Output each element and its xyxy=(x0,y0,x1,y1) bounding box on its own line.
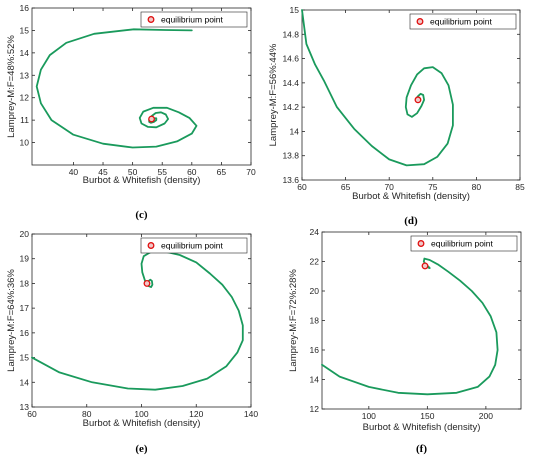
y-tick-label: 15 xyxy=(20,353,30,363)
y-tick-label: 14 xyxy=(20,377,30,387)
y-tick-label: 11 xyxy=(20,115,29,125)
trajectory-line xyxy=(321,257,499,396)
y-tick-label: 12 xyxy=(20,93,30,103)
y-tick-label: 16 xyxy=(20,3,30,13)
y-tick-label: 13.6 xyxy=(282,175,299,185)
x-tick-label: 70 xyxy=(384,182,394,192)
trajectory-line xyxy=(301,9,454,167)
y-tick-label: 16 xyxy=(310,345,320,355)
y-tick-label: 13.8 xyxy=(282,151,299,161)
y-tick-label: 20 xyxy=(310,286,320,296)
legend-box xyxy=(140,11,248,28)
x-tick-label: 60 xyxy=(297,182,307,192)
y-tick-label: 14 xyxy=(20,48,30,58)
x-tick-label: 75 xyxy=(428,182,438,192)
x-axis-label: Burbot & Whitefish (density) xyxy=(363,422,481,433)
y-tick-label: 10 xyxy=(20,138,30,148)
legend-box xyxy=(410,235,518,252)
y-tick-label: 12 xyxy=(310,404,320,414)
x-tick-label: 70 xyxy=(246,167,256,177)
x-axis-label: Burbot & Whitefish (density) xyxy=(83,175,201,186)
x-tick-label: 55 xyxy=(157,167,167,177)
x-tick-label: 50 xyxy=(128,167,138,177)
y-tick-label: 22 xyxy=(310,257,320,267)
legend-marker xyxy=(147,242,155,249)
x-tick-label: 40 xyxy=(69,167,79,177)
chart-panel-e: 60 80 100 120 140 13 14 15 16 17 18 19 20 equilibrium… xyxy=(6,229,258,455)
y-tick-label: 14 xyxy=(310,375,320,385)
x-tick-label: 140 xyxy=(244,409,258,419)
y-tick-label: 20 xyxy=(20,229,30,239)
x-tick-label: 85 xyxy=(515,182,525,192)
x-tick-label: 150 xyxy=(420,411,434,421)
x-axis-label: Burbot & Whitefish (density) xyxy=(352,191,470,202)
plot-area xyxy=(301,9,521,181)
legend-box xyxy=(409,13,517,30)
legend-marker xyxy=(416,18,424,25)
legend-box xyxy=(140,237,248,254)
plot-area xyxy=(31,233,252,408)
x-tick-label: 60 xyxy=(187,167,197,177)
equilibrium-marker xyxy=(414,96,422,104)
y-tick-label: 15 xyxy=(290,5,300,15)
y-tick-label: 17 xyxy=(20,303,30,313)
y-tick-label: 14.6 xyxy=(282,54,299,64)
plot-area xyxy=(31,7,252,166)
x-tick-label: 65 xyxy=(341,182,351,192)
x-tick-label: 80 xyxy=(82,409,92,419)
y-tick-label: 14.8 xyxy=(282,29,299,39)
x-tick-label: 100 xyxy=(134,409,148,419)
legend-marker xyxy=(147,16,155,23)
x-tick-label: 120 xyxy=(189,409,203,419)
y-tick-label: 16 xyxy=(20,328,30,338)
x-tick-label: 80 xyxy=(472,182,482,192)
y-tick-label: 14.4 xyxy=(282,78,299,88)
y-tick-label: 13 xyxy=(20,70,30,80)
trajectory-line xyxy=(31,250,244,391)
panel-caption: (c) xyxy=(135,209,148,221)
legend-label: equilibrium point xyxy=(431,239,494,249)
y-axis-label: Lamprey-M:F=48%:52% xyxy=(6,35,17,138)
x-tick-label: 100 xyxy=(362,411,376,421)
y-tick-label: 13 xyxy=(20,402,30,412)
y-tick-label: 18 xyxy=(20,278,30,288)
y-tick-label: 14 xyxy=(290,126,300,136)
equilibrium-marker xyxy=(148,115,156,123)
plot-area xyxy=(321,231,522,410)
x-tick-label: 200 xyxy=(479,411,493,421)
panel-caption: (d) xyxy=(404,215,418,227)
panel-caption: (f) xyxy=(416,443,427,455)
y-tick-label: 24 xyxy=(310,227,320,237)
x-axis-label: Burbot & Whitefish (density) xyxy=(83,418,201,429)
legend-label: equilibrium point xyxy=(161,15,224,25)
y-tick-label: 14.2 xyxy=(282,102,299,112)
legend-label: equilibrium point xyxy=(161,241,224,251)
y-axis-label: Lamprey-M:F=56%:44% xyxy=(268,43,279,146)
y-tick-label: 18 xyxy=(310,316,320,326)
panel-caption: (e) xyxy=(135,443,148,455)
legend-marker xyxy=(417,240,425,247)
x-tick-label: 45 xyxy=(98,167,108,177)
y-axis-label: Lamprey-M:F=72%:28% xyxy=(288,269,299,372)
y-tick-label: 15 xyxy=(20,25,30,35)
chart-panel-d: 60 65 70 75 80 85 13.6 13.8 14 14.2 14.4 14.6 14.8 15… xyxy=(268,5,525,227)
y-tick-label: 19 xyxy=(20,254,30,264)
chart-panel-c: 40 45 50 55 60 65 70 10 11 12 13 14 15 16 equilibrium … xyxy=(6,3,256,221)
equilibrium-marker xyxy=(421,262,429,270)
equilibrium-marker xyxy=(143,279,151,287)
y-axis-label: Lamprey-M:F=64%:36% xyxy=(6,269,17,372)
x-tick-label: 65 xyxy=(217,167,227,177)
chart-panel-f: 100 150 200 12 14 16 18 20 22 24 equilibrium point… xyxy=(288,227,522,455)
x-tick-label: 60 xyxy=(27,409,37,419)
legend-label: equilibrium point xyxy=(430,17,493,27)
